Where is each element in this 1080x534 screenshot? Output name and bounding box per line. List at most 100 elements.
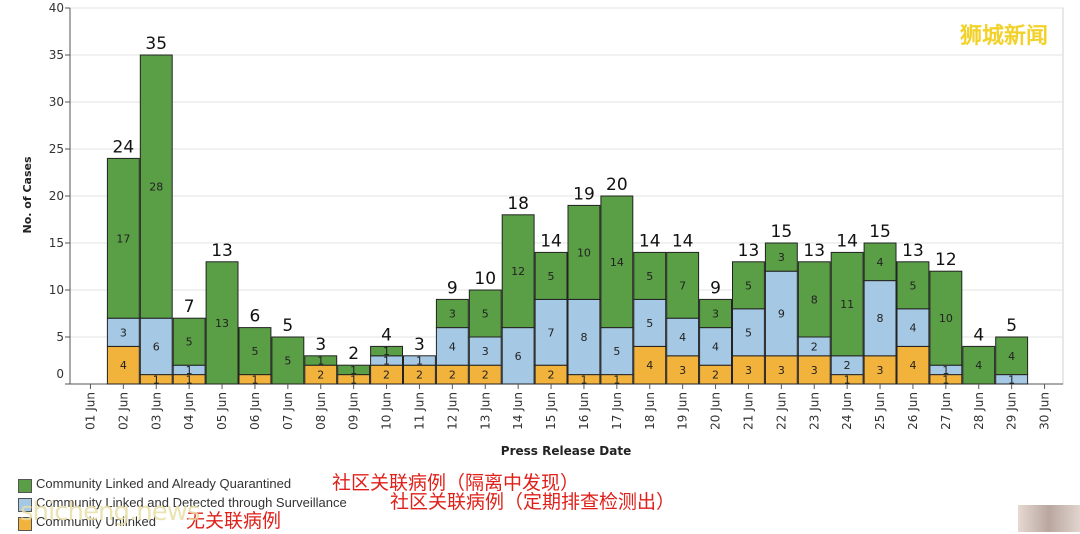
bar-segment	[666, 251, 700, 319]
bar-total-label: 2	[348, 344, 359, 364]
segment-value-label: 2	[811, 340, 818, 353]
corner-thumbnail	[1018, 505, 1080, 532]
segment-value-label: 5	[646, 270, 653, 283]
bar-segment	[797, 261, 831, 338]
bar-segment	[567, 298, 601, 376]
segment-value-label: 1	[613, 373, 620, 386]
bar-segment	[205, 261, 239, 385]
bar-segment	[995, 336, 1029, 376]
bar-total-label: 24	[113, 137, 135, 157]
y-tick-label: 20	[49, 189, 64, 203]
y-tick-label: 10	[49, 283, 64, 297]
segment-value-label: 2	[482, 369, 489, 382]
bar-segment	[271, 336, 305, 385]
segment-value-label: 1	[251, 373, 258, 386]
bar-segment	[501, 327, 535, 385]
bar-segment	[633, 251, 667, 300]
x-tick-label: 16 Jun	[577, 392, 591, 430]
legend-label: Community Linked and Already Quarantined	[36, 476, 292, 491]
segment-value-label: 3	[712, 308, 719, 321]
bar-segment	[764, 242, 798, 272]
segment-value-label: 7	[548, 326, 555, 339]
bar-segment	[830, 251, 864, 357]
bar-segment	[863, 242, 897, 282]
segment-value-label: 1	[383, 345, 390, 358]
bar-segment	[370, 345, 404, 357]
segment-value-label: 8	[580, 331, 587, 344]
bar-segment	[106, 345, 140, 385]
x-tick-label: 28 Jun	[972, 392, 986, 430]
segment-value-label: 5	[909, 279, 916, 292]
segment-value-label: 28	[149, 181, 163, 194]
segment-value-label: 17	[116, 232, 130, 245]
stacked-bar-chart: No. of Cases Press Release Date 05101520…	[21, 1, 1064, 458]
x-tick-label: 27 Jun	[939, 392, 953, 430]
segment-value-label: 4	[120, 359, 127, 372]
bar-total-label: 14	[672, 231, 694, 251]
x-tick-label: 25 Jun	[873, 392, 887, 430]
bar-total-label: 4	[973, 325, 984, 345]
bar-total-label: 7	[184, 297, 195, 317]
segment-value-label: 1	[416, 355, 423, 368]
segment-value-label: 4	[712, 340, 719, 353]
bar-segment	[929, 270, 963, 366]
bar-total-label: 9	[710, 278, 721, 298]
bar-segment	[764, 355, 798, 385]
x-tick-label: 06 Jun	[248, 392, 262, 430]
segment-value-label: 5	[745, 326, 752, 339]
x-tick-label: 11 Jun	[412, 392, 426, 430]
y-tick-label: 35	[49, 48, 64, 62]
x-tick-label: 13 Jun	[478, 392, 492, 430]
bar-total-label: 13	[211, 241, 233, 261]
x-tick-label: 10 Jun	[380, 392, 394, 430]
y-tick-label: 25	[49, 142, 64, 156]
segment-value-label: 13	[215, 317, 229, 330]
segment-value-label: 1	[942, 373, 949, 386]
segment-value-label: 1	[942, 364, 949, 377]
legend-label: Community Linked and Detected through Su…	[36, 495, 347, 510]
bar-segment	[139, 54, 173, 319]
segment-value-label: 1	[186, 373, 193, 386]
segment-value-label: 5	[186, 336, 193, 349]
bar-total-label: 20	[606, 175, 628, 195]
bar-total-label: 3	[315, 335, 326, 355]
segment-value-label: 5	[251, 345, 258, 358]
segment-value-label: 5	[284, 355, 291, 368]
bar-segment	[106, 317, 140, 347]
segment-value-label: 4	[646, 359, 653, 372]
bar-segment	[435, 327, 469, 366]
bar-total-label: 6	[250, 307, 261, 327]
bar-segment	[501, 214, 535, 329]
x-tick-label: 22 Jun	[774, 392, 788, 430]
segment-value-label: 1	[186, 364, 193, 377]
bar-total-label: 10	[474, 269, 496, 289]
bar-segment	[106, 157, 140, 319]
x-tick-label: 14 Jun	[511, 392, 525, 430]
legend-swatch-surveillance	[18, 498, 32, 512]
legend: Community Linked and Already Quarantined…	[18, 470, 778, 532]
segment-value-label: 4	[877, 256, 884, 269]
bar-segment	[797, 355, 831, 385]
bar-total-label: 19	[573, 184, 595, 204]
x-tick-label: 04 Jun	[182, 392, 196, 430]
segment-value-label: 3	[745, 364, 752, 377]
bar-segment	[699, 298, 732, 329]
bar-total-label: 3	[414, 335, 425, 355]
segment-value-label: 3	[811, 364, 818, 377]
segment-value-label: 1	[580, 373, 587, 386]
x-tick-label: 01 Jun	[83, 392, 97, 430]
segment-value-label: 2	[317, 369, 324, 382]
bar-segment	[435, 298, 469, 329]
segment-value-label: 7	[679, 279, 686, 292]
segment-value-label: 6	[153, 340, 160, 353]
legend-note: 社区关联病例（定期排查检测出）	[390, 491, 676, 513]
bar-segment	[172, 317, 206, 366]
y-tick-label: 5	[56, 330, 64, 344]
bar-segment	[699, 327, 732, 366]
segment-value-label: 3	[120, 326, 127, 339]
bar-total-label: 14	[836, 231, 858, 251]
x-tick-label: 07 Jun	[281, 392, 295, 430]
segment-value-label: 3	[449, 308, 456, 321]
segment-value-label: 8	[811, 293, 818, 306]
segment-value-label: 2	[844, 359, 851, 372]
